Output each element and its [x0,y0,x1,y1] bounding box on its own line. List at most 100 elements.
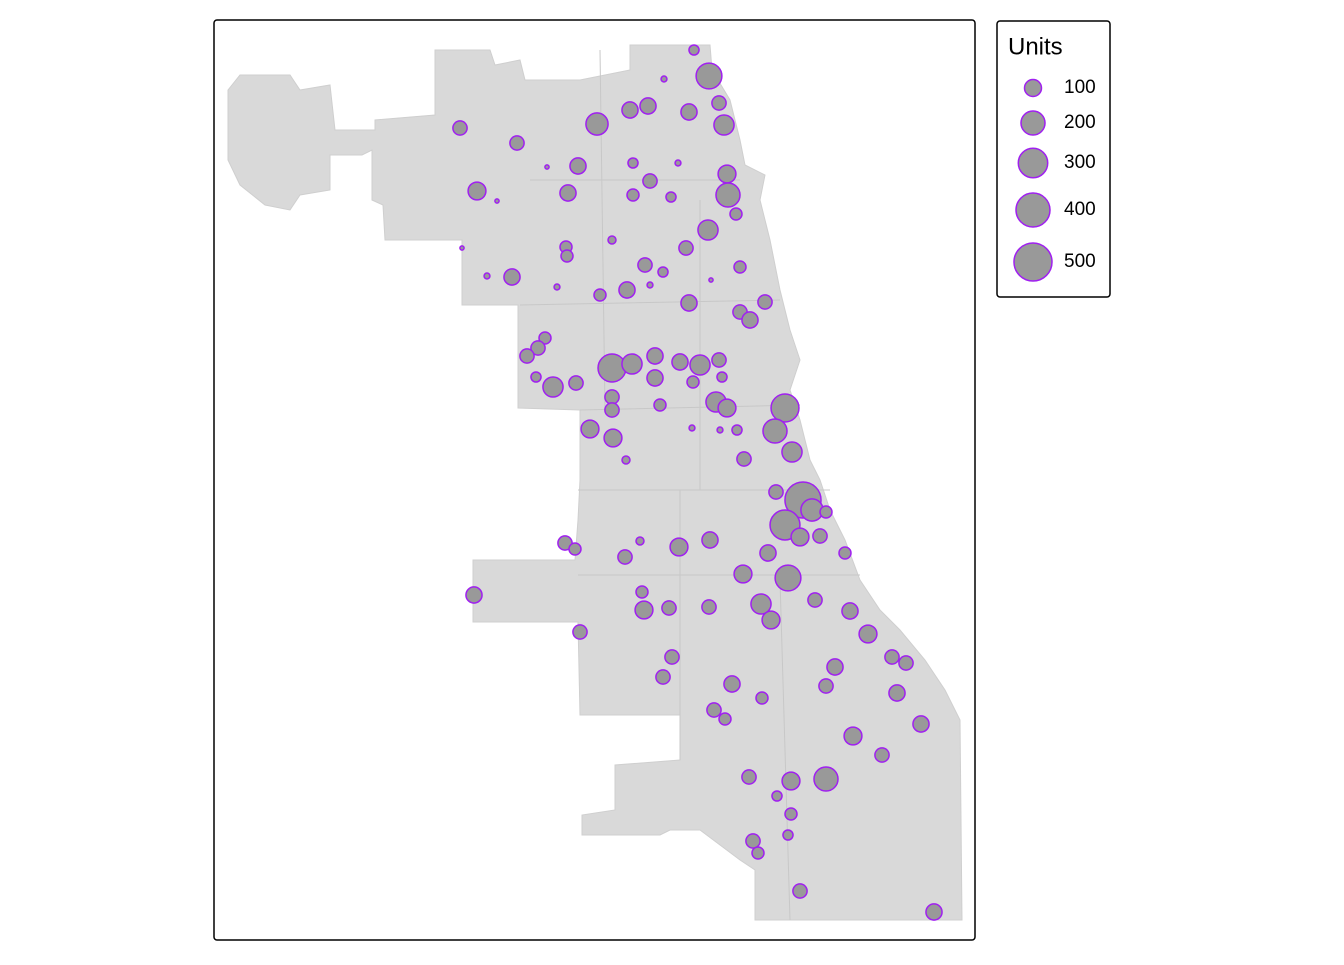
bubble [621,101,639,119]
bubble [494,198,500,204]
legend-items: 100 200 300 400 500 [1013,77,1096,282]
bubble [661,600,677,616]
bubble [572,624,588,640]
bubble [530,340,546,356]
legend-label: 500 [1064,251,1096,272]
bubble [841,602,859,620]
bubble [706,702,722,718]
bubble [542,376,564,398]
bubble [585,112,609,136]
bubble [688,44,700,56]
bubble [635,536,645,546]
legend-label: 100 [1064,77,1096,98]
bubble [750,593,772,615]
bubble [741,769,757,785]
bubble [759,544,777,562]
bubble [669,537,689,557]
bubble [689,354,711,376]
bubble [621,353,643,375]
bubble [716,426,724,434]
bubble [925,903,943,921]
legend-symbol [1017,147,1049,179]
bubble [627,157,639,169]
bubble [559,184,577,202]
bubble [604,402,620,418]
bubble [733,564,753,584]
bubble [818,678,834,694]
bubble [884,649,900,665]
bubble [634,600,654,620]
bubble [701,531,719,549]
bubble [813,766,839,792]
bubble [771,790,783,802]
bubble [723,675,741,693]
bubble [560,249,574,263]
bubble [657,266,669,278]
bubble [770,393,800,423]
bubble [603,428,623,448]
bubble [838,546,852,560]
bubble [680,103,698,121]
bubble [509,135,525,151]
bubble [678,240,694,256]
bubble [618,281,636,299]
bubble [569,157,587,175]
bubble [715,182,741,208]
bubble [761,610,781,630]
bubble [655,669,671,685]
bubble [607,235,617,245]
bubble [621,455,631,465]
bubble [729,207,743,221]
bubble [467,181,487,201]
bubble [731,424,743,436]
bubble [713,114,735,136]
city-shape [227,44,963,921]
bubble [912,715,930,733]
bubble [660,75,668,83]
bubble [812,528,828,544]
bubble [626,188,640,202]
bubble [792,883,808,899]
bubble [843,726,863,746]
bubble [544,164,550,170]
bubble [819,505,833,519]
legend-label: 400 [1064,199,1096,220]
legend-symbol [1023,78,1043,98]
bubble [568,375,584,391]
bubble [711,352,727,368]
legend-symbol [1013,242,1053,282]
bubble [768,484,784,500]
bubble [718,712,732,726]
bubble [874,747,890,763]
bubble-layer [452,44,943,921]
bubble [762,418,788,444]
legend-title: Units [1008,33,1063,60]
bubble [717,398,737,418]
bubble [888,684,906,702]
bubble [530,371,542,383]
bubble [697,219,719,241]
bubble [604,389,620,405]
bubble [781,771,801,791]
bubble [568,542,582,556]
bubble [617,549,633,565]
bubble [774,564,802,592]
bubble [635,585,649,599]
bubble [459,245,465,251]
bubble [580,419,600,439]
bubble [646,369,664,387]
bubble [593,288,607,302]
bubble [701,599,717,615]
bubble [736,451,752,467]
bubble [733,260,747,274]
bubble [716,371,728,383]
district-lines [519,49,860,921]
bubble [597,353,627,383]
bubble [465,586,483,604]
bubble [858,624,878,644]
bubble [782,829,794,841]
bubble [717,164,737,184]
legend-label: 300 [1064,152,1096,173]
bubble [741,311,759,329]
